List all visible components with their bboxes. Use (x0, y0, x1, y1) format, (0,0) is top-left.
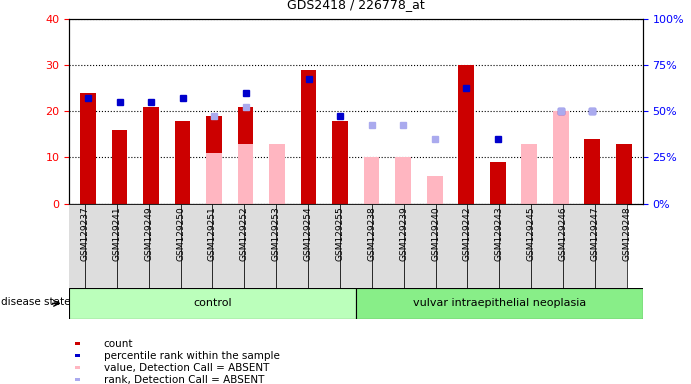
Text: GSM129237: GSM129237 (81, 206, 90, 261)
Text: GSM129252: GSM129252 (240, 206, 249, 261)
Text: vulvar intraepithelial neoplasia: vulvar intraepithelial neoplasia (413, 298, 586, 308)
Bar (75, 354, 80, 357)
Bar (553, 111, 569, 204)
Bar (53, 204, 85, 288)
Bar (363, 157, 379, 204)
Bar (395, 157, 411, 204)
Bar (372, 204, 404, 288)
Text: GSM129255: GSM129255 (335, 206, 344, 261)
Bar (531, 204, 563, 288)
Bar (356, 288, 643, 319)
Bar (499, 204, 531, 288)
Bar (112, 130, 127, 204)
Text: count: count (104, 339, 133, 349)
Bar (490, 162, 506, 204)
Bar (180, 204, 212, 288)
Text: GSM129246: GSM129246 (558, 206, 567, 261)
Text: disease state: disease state (1, 297, 71, 307)
Text: GDS2418 / 226778_at: GDS2418 / 226778_at (287, 0, 425, 12)
Bar (467, 204, 499, 288)
Bar (85, 204, 117, 288)
Text: GSM129243: GSM129243 (495, 206, 504, 261)
Bar (143, 107, 159, 204)
Text: GSM129239: GSM129239 (399, 206, 408, 261)
Text: GSM129251: GSM129251 (208, 206, 217, 261)
Bar (332, 121, 348, 204)
Text: control: control (193, 298, 231, 308)
Bar (340, 204, 372, 288)
Bar (585, 139, 600, 204)
Bar (435, 204, 467, 288)
Text: GSM129245: GSM129245 (527, 206, 536, 261)
Bar (616, 144, 632, 204)
Bar (521, 144, 537, 204)
Text: rank, Detection Call = ABSENT: rank, Detection Call = ABSENT (104, 374, 264, 384)
Bar (276, 204, 308, 288)
Bar (75, 378, 80, 381)
Bar (521, 144, 537, 204)
Bar (301, 70, 316, 204)
Bar (206, 153, 222, 204)
Text: GSM129242: GSM129242 (463, 206, 472, 261)
Text: value, Detection Call = ABSENT: value, Detection Call = ABSENT (104, 362, 269, 372)
Bar (563, 204, 595, 288)
Bar (595, 204, 627, 288)
Text: GSM129254: GSM129254 (303, 206, 312, 261)
Bar (404, 204, 435, 288)
Text: percentile rank within the sample: percentile rank within the sample (104, 351, 279, 361)
Text: GSM129253: GSM129253 (272, 206, 281, 261)
Bar (458, 65, 474, 204)
Bar (308, 204, 340, 288)
Bar (238, 107, 254, 204)
Text: GSM129248: GSM129248 (622, 206, 631, 261)
Bar (269, 144, 285, 204)
Bar (80, 93, 96, 204)
Bar (175, 121, 191, 204)
Bar (427, 176, 442, 204)
Text: GSM129247: GSM129247 (590, 206, 599, 261)
Text: GSM129249: GSM129249 (144, 206, 153, 261)
Bar (75, 342, 80, 345)
Bar (117, 204, 149, 288)
Text: GSM129240: GSM129240 (431, 206, 440, 261)
Bar (238, 144, 254, 204)
Bar (245, 204, 276, 288)
Bar (69, 288, 356, 319)
Bar (213, 204, 245, 288)
Text: GSM129238: GSM129238 (368, 206, 377, 261)
Bar (75, 366, 80, 369)
Text: GSM129250: GSM129250 (176, 206, 185, 261)
Bar (149, 204, 180, 288)
Bar (206, 116, 222, 204)
Text: GSM129241: GSM129241 (113, 206, 122, 261)
